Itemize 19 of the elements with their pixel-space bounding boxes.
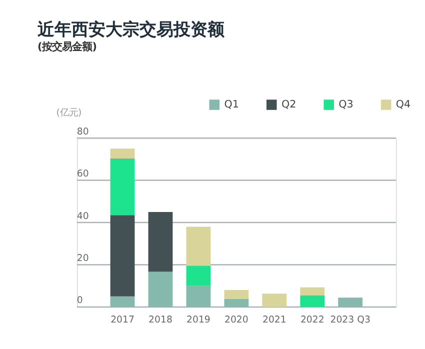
x-tick-label: 2021 (262, 314, 286, 326)
x-tick-label: 2022 (300, 314, 324, 326)
y-tick-label: 0 (76, 295, 83, 306)
legend-label: Q3 (338, 98, 354, 111)
legend-label: Q1 (224, 98, 239, 111)
y-tick-label: 60 (76, 168, 89, 180)
chart-subtitle: (按交易金额) (38, 40, 97, 53)
chart-title: 近年西安大宗交易投资额 (36, 18, 226, 39)
x-tick-label: 2019 (186, 314, 210, 326)
legend-label: Q4 (396, 98, 411, 111)
x-tick-label: 2023 Q3 (330, 314, 370, 326)
x-tick-label: 2018 (148, 314, 172, 326)
x-tick-label: 2020 (224, 314, 248, 326)
y-tick-label: 40 (76, 210, 89, 222)
y-tick-label: 20 (76, 252, 89, 264)
legend-label: Q2 (281, 98, 296, 111)
x-tick-label: 2017 (110, 314, 134, 326)
y-tick-label: 80 (76, 126, 89, 138)
y-axis-title: (亿元) (56, 108, 82, 119)
